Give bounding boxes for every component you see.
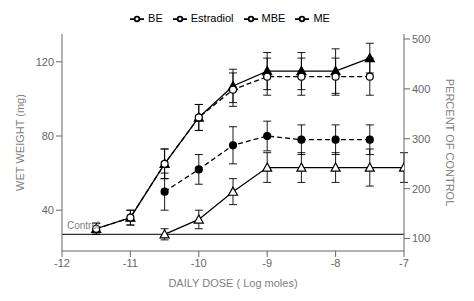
svg-text:-8: -8 xyxy=(331,257,341,269)
svg-text:200: 200 xyxy=(412,183,430,195)
svg-text:120: 120 xyxy=(36,56,54,68)
svg-text:-9: -9 xyxy=(262,257,272,269)
svg-text:WET WEIGHT (mg): WET WEIGHT (mg) xyxy=(14,94,26,191)
html-text:ME: ME xyxy=(313,12,330,24)
svg-text:300: 300 xyxy=(412,133,430,145)
html-text:BE: BE xyxy=(148,12,163,24)
svg-text:-7: -7 xyxy=(399,257,409,269)
svg-text:80: 80 xyxy=(42,130,54,142)
svg-text:PERCENT OF CONTROL: PERCENT OF CONTROL xyxy=(444,79,456,207)
svg-text:DAILY DOSE ( Log moles): DAILY DOSE ( Log moles) xyxy=(168,277,297,289)
svg-text:40: 40 xyxy=(42,204,54,216)
svg-text:-11: -11 xyxy=(123,257,138,269)
svg-text:400: 400 xyxy=(412,83,430,95)
html-text:Estradiol: Estradiol xyxy=(190,12,234,24)
svg-text:Control: Control xyxy=(67,220,99,231)
svg-text:-12: -12 xyxy=(54,257,70,269)
svg-text:100: 100 xyxy=(412,232,430,244)
svg-text:500: 500 xyxy=(412,33,430,45)
html-text:MBE: MBE xyxy=(261,12,286,24)
svg-text:-10: -10 xyxy=(191,257,207,269)
